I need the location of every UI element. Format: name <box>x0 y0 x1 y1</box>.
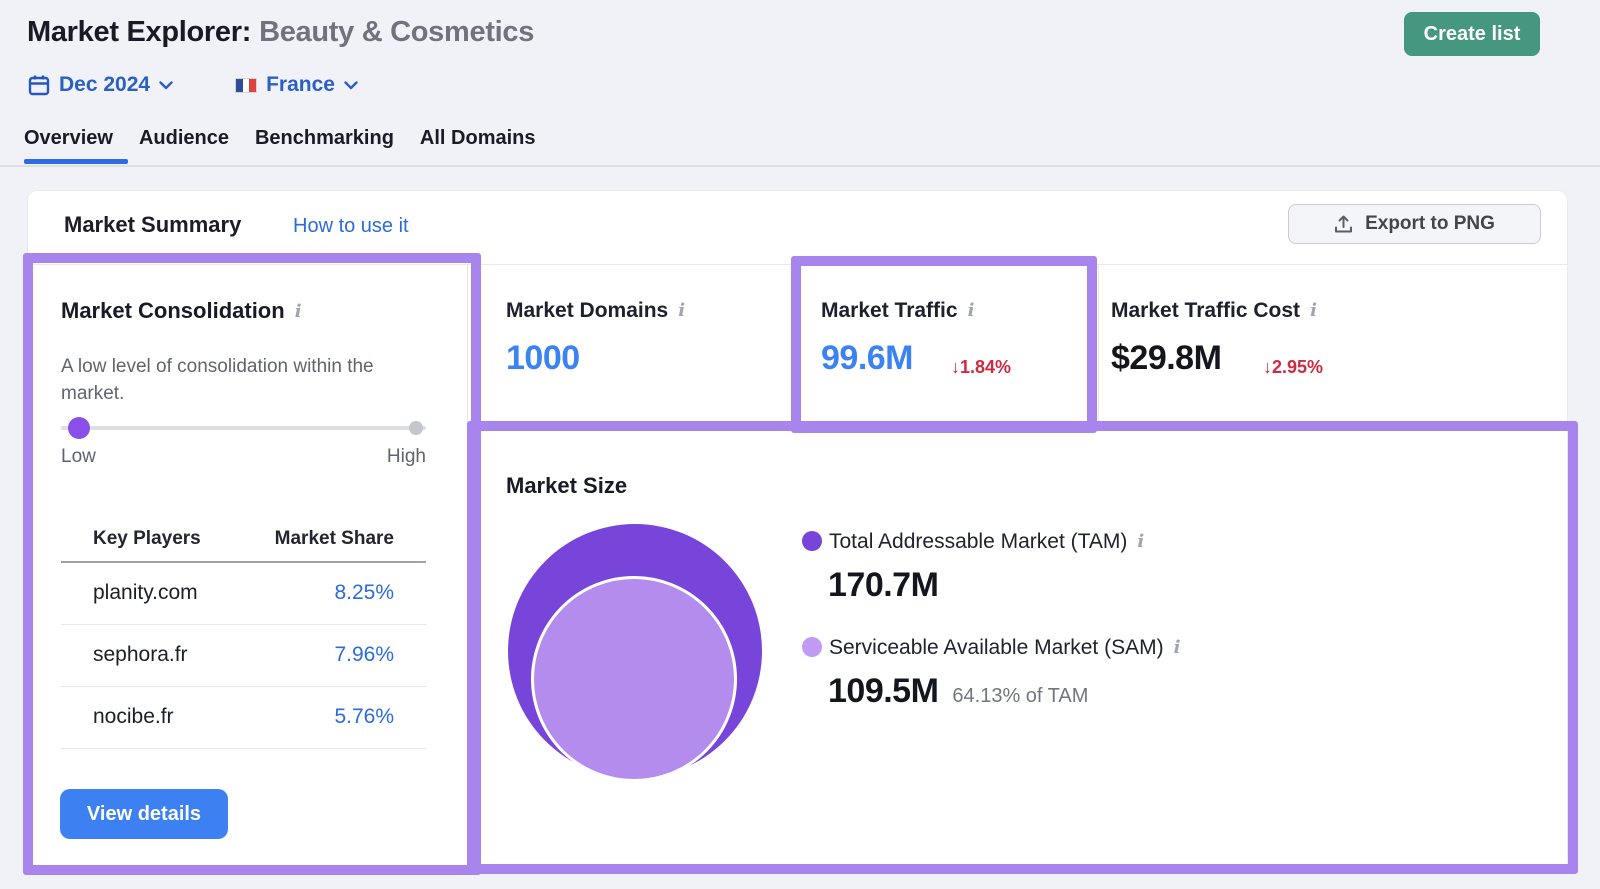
sam-percent-of-tam: 64.13% of TAM <box>952 685 1089 707</box>
market-traffic-cost-change: ↓2.95% <box>1263 357 1324 377</box>
info-icon[interactable]: i <box>1310 300 1317 321</box>
tab-audience[interactable]: Audience <box>138 126 229 149</box>
market-domains-label: Market Domains i <box>506 299 686 322</box>
tab-benchmarking[interactable]: Benchmarking <box>254 126 394 149</box>
table-row[interactable]: sephora.fr 7.96% <box>61 625 426 686</box>
table-divider <box>61 623 426 625</box>
country-selector-label: France <box>266 73 335 96</box>
market-consolidation-description: A low level of consolidation within the … <box>61 356 374 404</box>
consolidation-slider-thumb[interactable] <box>68 417 90 439</box>
player-domain: nocibe.fr <box>93 705 174 728</box>
tam-value: 170.7M <box>828 566 939 604</box>
table-divider <box>61 561 426 563</box>
market-traffic-cost-value: $29.8M <box>1111 339 1222 377</box>
key-players-table: Key Players Market Share planity.com 8.2… <box>61 528 426 749</box>
chevron-down-icon <box>344 80 358 89</box>
col-market-share: Market Share <box>274 528 394 549</box>
market-domains-value: 1000 <box>506 339 580 377</box>
player-share[interactable]: 5.76% <box>334 705 394 728</box>
info-icon[interactable]: i <box>967 300 975 321</box>
market-summary-title: Market Summary <box>64 212 242 237</box>
table-divider <box>61 685 426 687</box>
page-title-prefix: Market Explorer: <box>27 16 252 48</box>
how-to-use-it-link[interactable]: How to use it <box>293 215 409 237</box>
export-to-png-button[interactable]: Export to PNG <box>1288 204 1541 244</box>
table-divider <box>61 747 426 749</box>
info-icon[interactable]: i <box>1137 531 1145 552</box>
tab-all-domains[interactable]: All Domains <box>419 126 536 149</box>
key-players-header-row: Key Players Market Share <box>61 528 426 561</box>
upload-icon <box>1335 215 1353 232</box>
consolidation-slider-end-dot <box>409 421 423 435</box>
consolidation-slider-track <box>61 426 426 430</box>
market-summary-card: Market Summary How to use it Export to P… <box>27 190 1568 870</box>
tam-legend-label: Total Addressable Market (TAM) i <box>829 530 1145 553</box>
market-consolidation-title: Market Consolidation i <box>61 298 302 323</box>
info-icon[interactable]: i <box>1173 637 1181 658</box>
col-key-players: Key Players <box>93 528 201 549</box>
chevron-down-icon <box>159 80 173 89</box>
grid-line <box>796 264 797 425</box>
page-divider <box>0 165 1600 167</box>
tam-legend-dot <box>802 531 822 551</box>
market-traffic-value: 99.6M <box>821 339 914 377</box>
market-traffic-cost-label: Market Traffic Cost i <box>1111 299 1317 322</box>
country-selector[interactable]: France <box>235 73 358 97</box>
grid-line <box>1098 264 1099 425</box>
market-size-title: Market Size <box>506 473 628 498</box>
consolidation-slider-labels: Low High <box>61 446 426 468</box>
market-traffic-label: Market Traffic i <box>821 299 975 322</box>
sam-circle <box>531 576 737 782</box>
filters-row: Dec 2024 France <box>28 70 358 100</box>
table-row[interactable]: nocibe.fr 5.76% <box>61 687 426 748</box>
card-header-divider <box>28 264 1567 265</box>
player-domain: sephora.fr <box>93 643 188 666</box>
create-list-button[interactable]: Create list <box>1404 12 1540 56</box>
info-icon[interactable]: i <box>678 300 686 321</box>
calendar-icon <box>28 75 50 96</box>
info-icon[interactable]: i <box>294 301 302 322</box>
slider-high-label: High <box>386 446 426 467</box>
page-title: Market Explorer: Beauty & Cosmetics <box>27 16 534 49</box>
sam-legend-dot <box>802 637 822 657</box>
nav-tabs: Overview Audience Benchmarking All Domai… <box>0 120 536 156</box>
grid-line <box>467 264 468 870</box>
date-selector[interactable]: Dec 2024 <box>28 73 173 97</box>
grid-line <box>467 425 1568 426</box>
player-share[interactable]: 8.25% <box>334 581 394 604</box>
tab-overview[interactable]: Overview <box>24 126 113 149</box>
table-row[interactable]: planity.com 8.25% <box>61 563 426 624</box>
player-share[interactable]: 7.96% <box>334 643 394 666</box>
sam-legend-label: Serviceable Available Market (SAM) i <box>829 636 1181 659</box>
page-title-market: Beauty & Cosmetics <box>259 16 535 48</box>
market-traffic-change: ↓1.84% <box>951 357 1012 377</box>
slider-low-label: Low <box>61 446 96 467</box>
sam-value: 109.5M 64.13% of TAM <box>828 672 1089 710</box>
export-to-png-label: Export to PNG <box>1365 213 1495 234</box>
date-selector-label: Dec 2024 <box>59 73 151 96</box>
view-details-button[interactable]: View details <box>60 789 228 839</box>
player-domain: planity.com <box>93 581 198 604</box>
active-tab-underline <box>24 159 128 164</box>
flag-france-icon <box>235 77 258 93</box>
